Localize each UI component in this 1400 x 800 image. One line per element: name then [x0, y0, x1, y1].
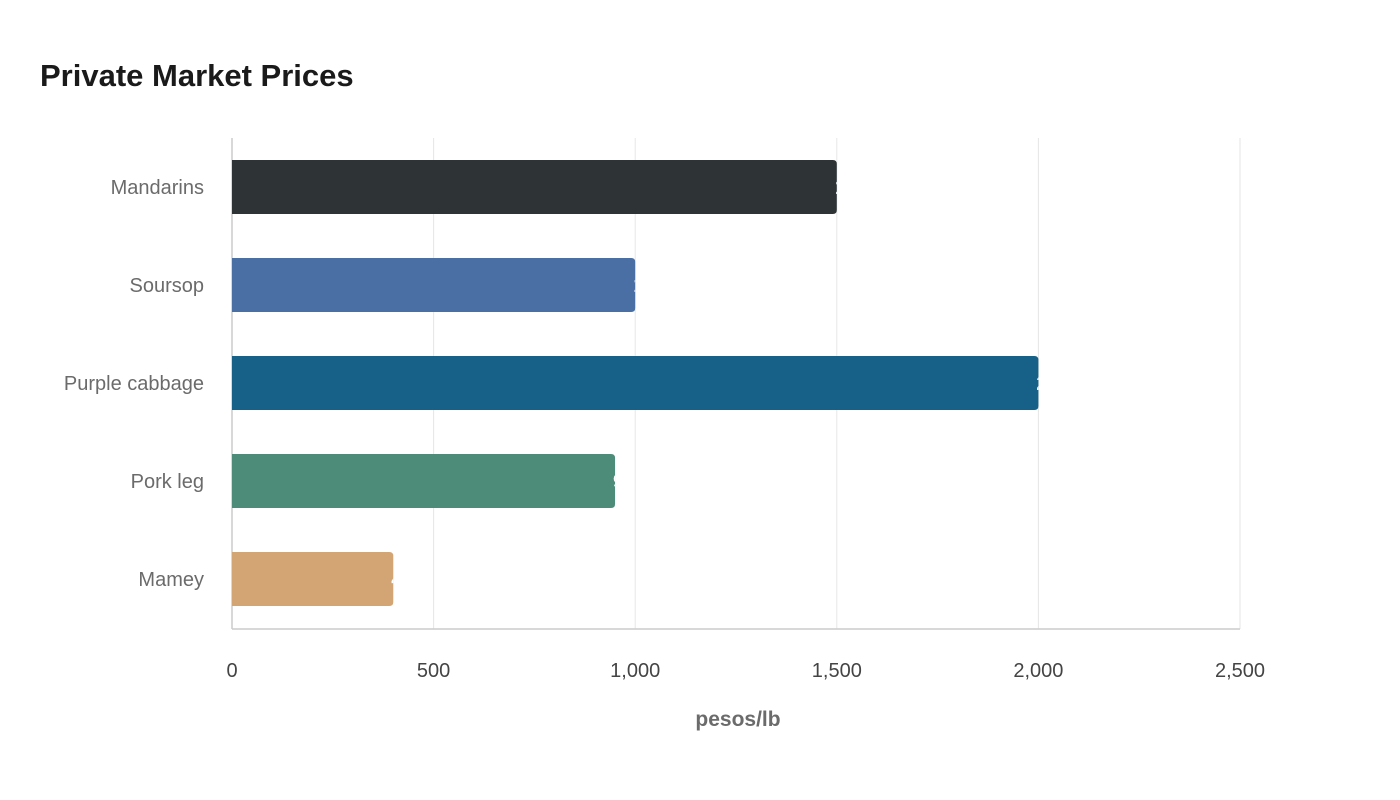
bar — [232, 552, 394, 606]
bar — [232, 160, 837, 214]
y-tick-label: Pork leg — [131, 471, 204, 493]
data-label: 9 — [613, 471, 624, 493]
bars — [232, 160, 1039, 606]
x-tick-label: 2,000 — [1013, 660, 1063, 682]
bar — [232, 258, 636, 312]
data-label: 4 — [391, 569, 403, 591]
x-axis-title: pesos/lb — [695, 708, 780, 731]
x-tick-label: 0 — [226, 660, 237, 682]
data-label: 1 — [633, 275, 644, 297]
x-tick-label: 1,500 — [812, 660, 862, 682]
y-tick-label: Mandarins — [111, 177, 204, 199]
data-label: 1 — [835, 177, 846, 199]
bar — [232, 356, 1039, 410]
x-tick-label: 1,000 — [610, 660, 660, 682]
x-tick-label: 2,500 — [1215, 660, 1265, 682]
labels: 0 500 1,000 1,500 2,000 2,500 Mandarins 1 Sourso… — [64, 177, 1265, 682]
x-tick-label: 500 — [417, 660, 450, 682]
bar — [232, 454, 616, 508]
data-label: 2 — [1036, 373, 1047, 395]
chart-title: Private Market Prices — [40, 58, 354, 93]
y-tick-label: Mamey — [138, 569, 204, 591]
y-tick-label: Soursop — [130, 275, 205, 297]
y-tick-label: Purple cabbage — [64, 373, 204, 395]
